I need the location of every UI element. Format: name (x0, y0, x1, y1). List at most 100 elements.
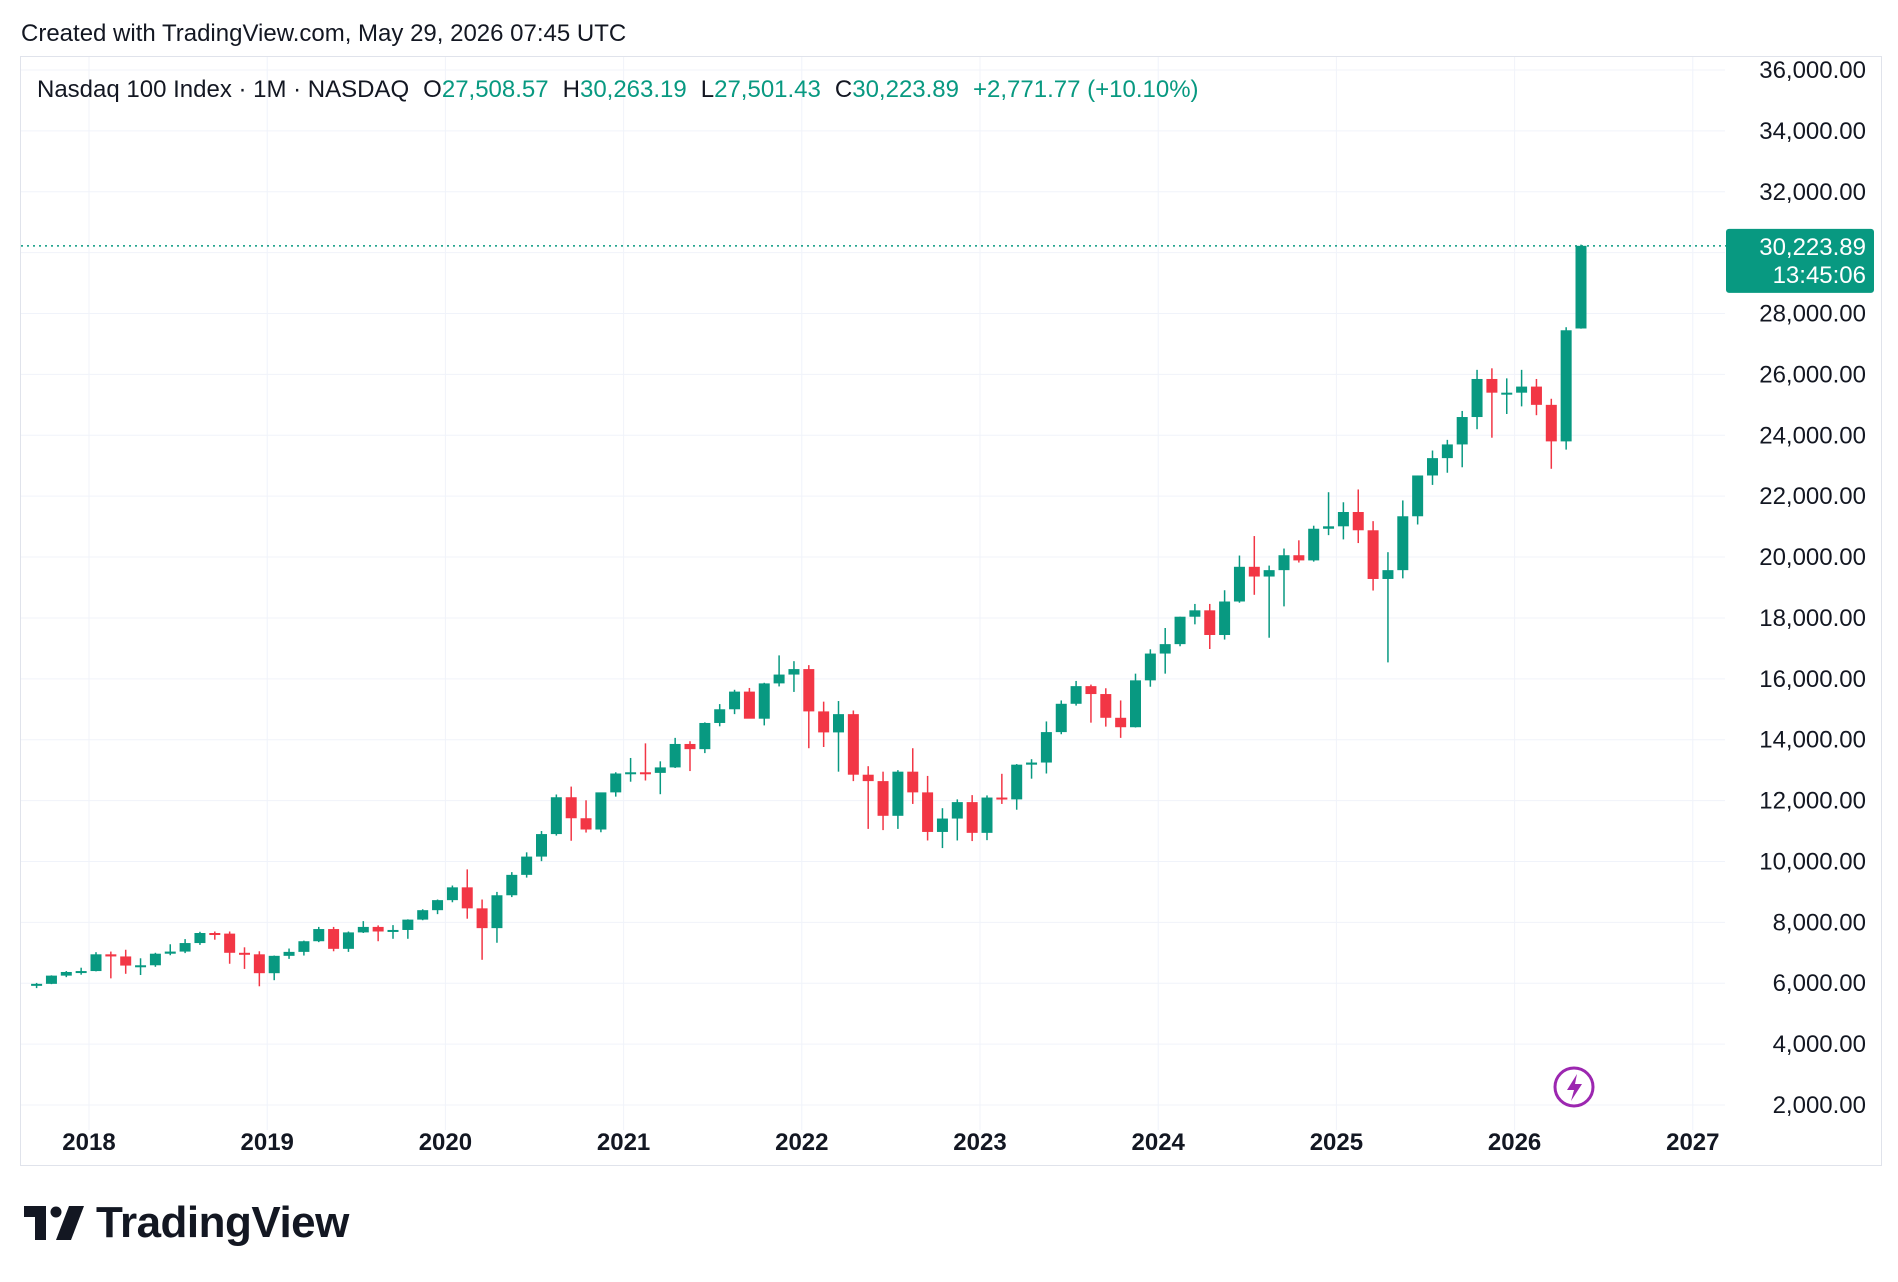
candle (164, 944, 176, 956)
candle-body (1204, 610, 1216, 635)
candle-body (922, 792, 934, 832)
candle-body (1486, 378, 1498, 393)
candles (31, 244, 1587, 989)
candle-body (1219, 601, 1231, 635)
y-tick-label: 36,000.00 (1759, 57, 1866, 84)
candle-body (1070, 686, 1082, 704)
y-tick-label: 22,000.00 (1759, 483, 1866, 510)
candle-body (357, 926, 369, 933)
candle-body (164, 951, 176, 954)
candle (1367, 521, 1379, 591)
candle (75, 967, 87, 975)
candle-body (729, 691, 741, 710)
candle (1026, 759, 1038, 779)
candle (209, 931, 221, 940)
candle-body (580, 818, 592, 830)
ohlc-legend: Nasdaq 100 Index · 1M · NASDAQ O27,508.57… (37, 76, 1199, 104)
candle-body (1530, 386, 1542, 405)
candle-body (1248, 566, 1260, 577)
x-tick-label: 2023 (953, 1129, 1006, 1156)
candle-body (1337, 512, 1349, 527)
candle (610, 772, 622, 797)
candle (1085, 684, 1097, 723)
candle-body (31, 983, 43, 986)
candle (1055, 700, 1067, 735)
candle-body (209, 933, 221, 936)
candle (179, 939, 191, 954)
candle (892, 770, 904, 829)
x-tick-label: 2027 (1666, 1129, 1719, 1156)
low-value: 27,501.43 (714, 76, 821, 103)
candle (298, 940, 310, 956)
lightning-icon-bolt (1567, 1074, 1582, 1101)
candle (239, 947, 250, 969)
candle-body (1427, 458, 1438, 476)
candle (1545, 398, 1557, 469)
candle-body (372, 926, 384, 932)
candle-body (907, 771, 919, 793)
candle (907, 748, 919, 804)
candle (833, 701, 844, 772)
candle (1382, 552, 1394, 663)
candle-body (417, 910, 429, 920)
candle (135, 958, 147, 976)
candle (847, 710, 859, 782)
candle-body (862, 774, 874, 782)
candle-body (1263, 570, 1275, 577)
y-tick-label: 18,000.00 (1759, 605, 1866, 632)
candle-body (714, 709, 726, 723)
candle-body (120, 956, 132, 966)
candle-body (1055, 703, 1067, 733)
candle-body (699, 722, 711, 750)
candle (283, 948, 295, 959)
candle (550, 794, 562, 836)
low-label: L (700, 76, 715, 103)
open-value: 27,508.57 (441, 76, 549, 103)
created-caption: Created with TradingView.com, May 29, 20… (21, 20, 627, 47)
candle (491, 891, 503, 943)
candle-body (625, 772, 637, 775)
candle-body (179, 943, 191, 952)
candle-body (1545, 404, 1557, 442)
high-label: H (562, 76, 580, 103)
candle-body (224, 933, 236, 953)
tradingview-brand[interactable]: TradingView (24, 1198, 349, 1248)
candle (1516, 369, 1528, 407)
candle (1501, 378, 1513, 414)
candle-body (298, 941, 310, 952)
candle-body (1085, 686, 1097, 695)
candle-body (1352, 512, 1364, 531)
candle (1144, 649, 1156, 687)
symbol-label[interactable]: Nasdaq 100 Index · 1M · NASDAQ (37, 76, 410, 103)
brand-name: TradingView (96, 1198, 349, 1247)
candle-body (1323, 526, 1335, 529)
candle (951, 799, 963, 841)
candle (877, 771, 889, 831)
candle (461, 869, 473, 919)
candle-body (951, 802, 963, 819)
candle-body (461, 887, 473, 909)
candle-body (595, 792, 607, 830)
candle-body (1100, 694, 1112, 718)
candle (1248, 536, 1260, 595)
candle (565, 786, 577, 841)
candle-body (1382, 570, 1394, 579)
candle-body (342, 932, 354, 949)
candle-body (45, 975, 57, 984)
candle (654, 761, 666, 795)
candle (966, 795, 978, 842)
candle-body (1308, 528, 1320, 561)
candle-body (1516, 386, 1528, 393)
candle (1174, 616, 1186, 647)
candle-body (491, 895, 503, 929)
candle-body (669, 743, 681, 768)
y-tick-label: 4,000.00 (1773, 1031, 1866, 1058)
candle (432, 899, 444, 915)
x-tick-label: 2019 (241, 1129, 294, 1156)
candle-body (1011, 764, 1023, 800)
candle (90, 952, 102, 972)
lightning-icon[interactable] (1553, 1066, 1595, 1108)
candle (1427, 450, 1438, 485)
candle (818, 701, 830, 748)
